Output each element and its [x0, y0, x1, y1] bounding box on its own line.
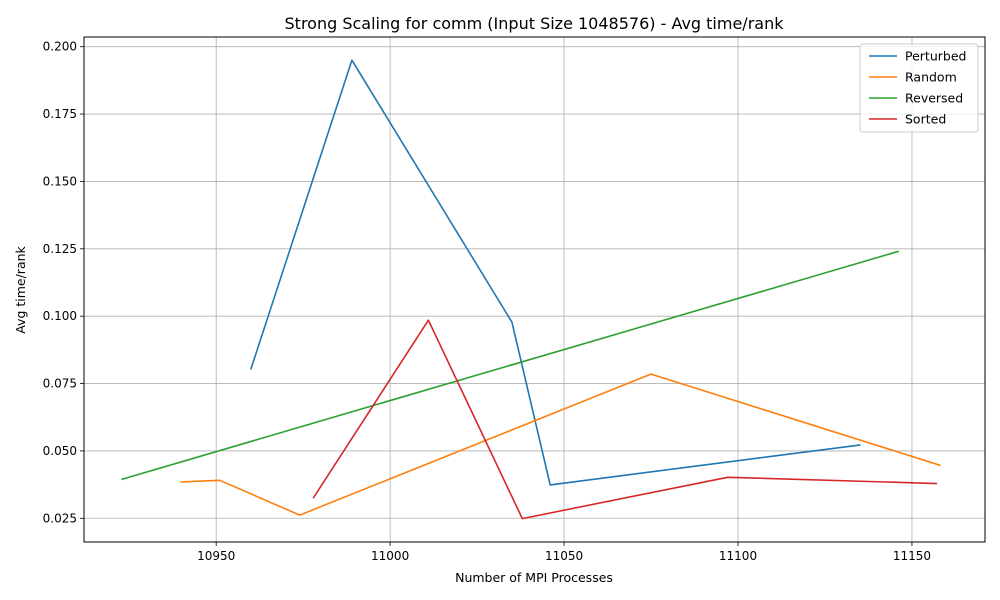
x-tick-label: 11050 — [545, 549, 583, 563]
legend-label: Sorted — [905, 112, 946, 127]
series-line-perturbed — [249, 59, 861, 486]
x-tick-label: 11150 — [893, 549, 931, 563]
x-ticks: 10950 11000 11050 11100 11150 — [197, 542, 931, 563]
legend-label: Random — [905, 70, 957, 85]
series-line-random — [180, 373, 941, 516]
legend-label: Perturbed — [905, 49, 966, 64]
series-lines — [121, 59, 941, 520]
y-tick-label: 0.075 — [43, 377, 77, 391]
plot-frame — [83, 36, 986, 543]
legend-box — [859, 43, 979, 133]
x-axis-label: Number of MPI Processes — [455, 570, 613, 585]
y-tick-label: 0.175 — [43, 107, 77, 121]
legend: Perturbed Random Reversed Sorted — [859, 43, 979, 133]
y-tick-label: 0.050 — [43, 444, 77, 458]
y-tick-label: 0.025 — [43, 511, 77, 525]
y-axis-label: Avg time/rank — [13, 245, 28, 333]
grid — [84, 37, 985, 542]
y-tick-label: 0.200 — [43, 40, 77, 54]
x-tick-label: 11100 — [719, 549, 757, 563]
chart-title: Strong Scaling for comm (Input Size 1048… — [285, 14, 785, 33]
y-tick-label: 0.100 — [43, 309, 77, 323]
x-tick-label: 10950 — [197, 549, 235, 563]
series-line-sorted — [312, 319, 938, 520]
x-tick-label: 11000 — [371, 549, 409, 563]
y-tick-label: 0.125 — [43, 242, 77, 256]
series-line-reversed — [121, 250, 899, 481]
y-tick-label: 0.150 — [43, 174, 77, 188]
legend-label: Reversed — [905, 91, 963, 106]
y-ticks: 0.025 0.050 0.075 0.100 0.125 0.150 0.175 0.200 — [43, 40, 84, 525]
